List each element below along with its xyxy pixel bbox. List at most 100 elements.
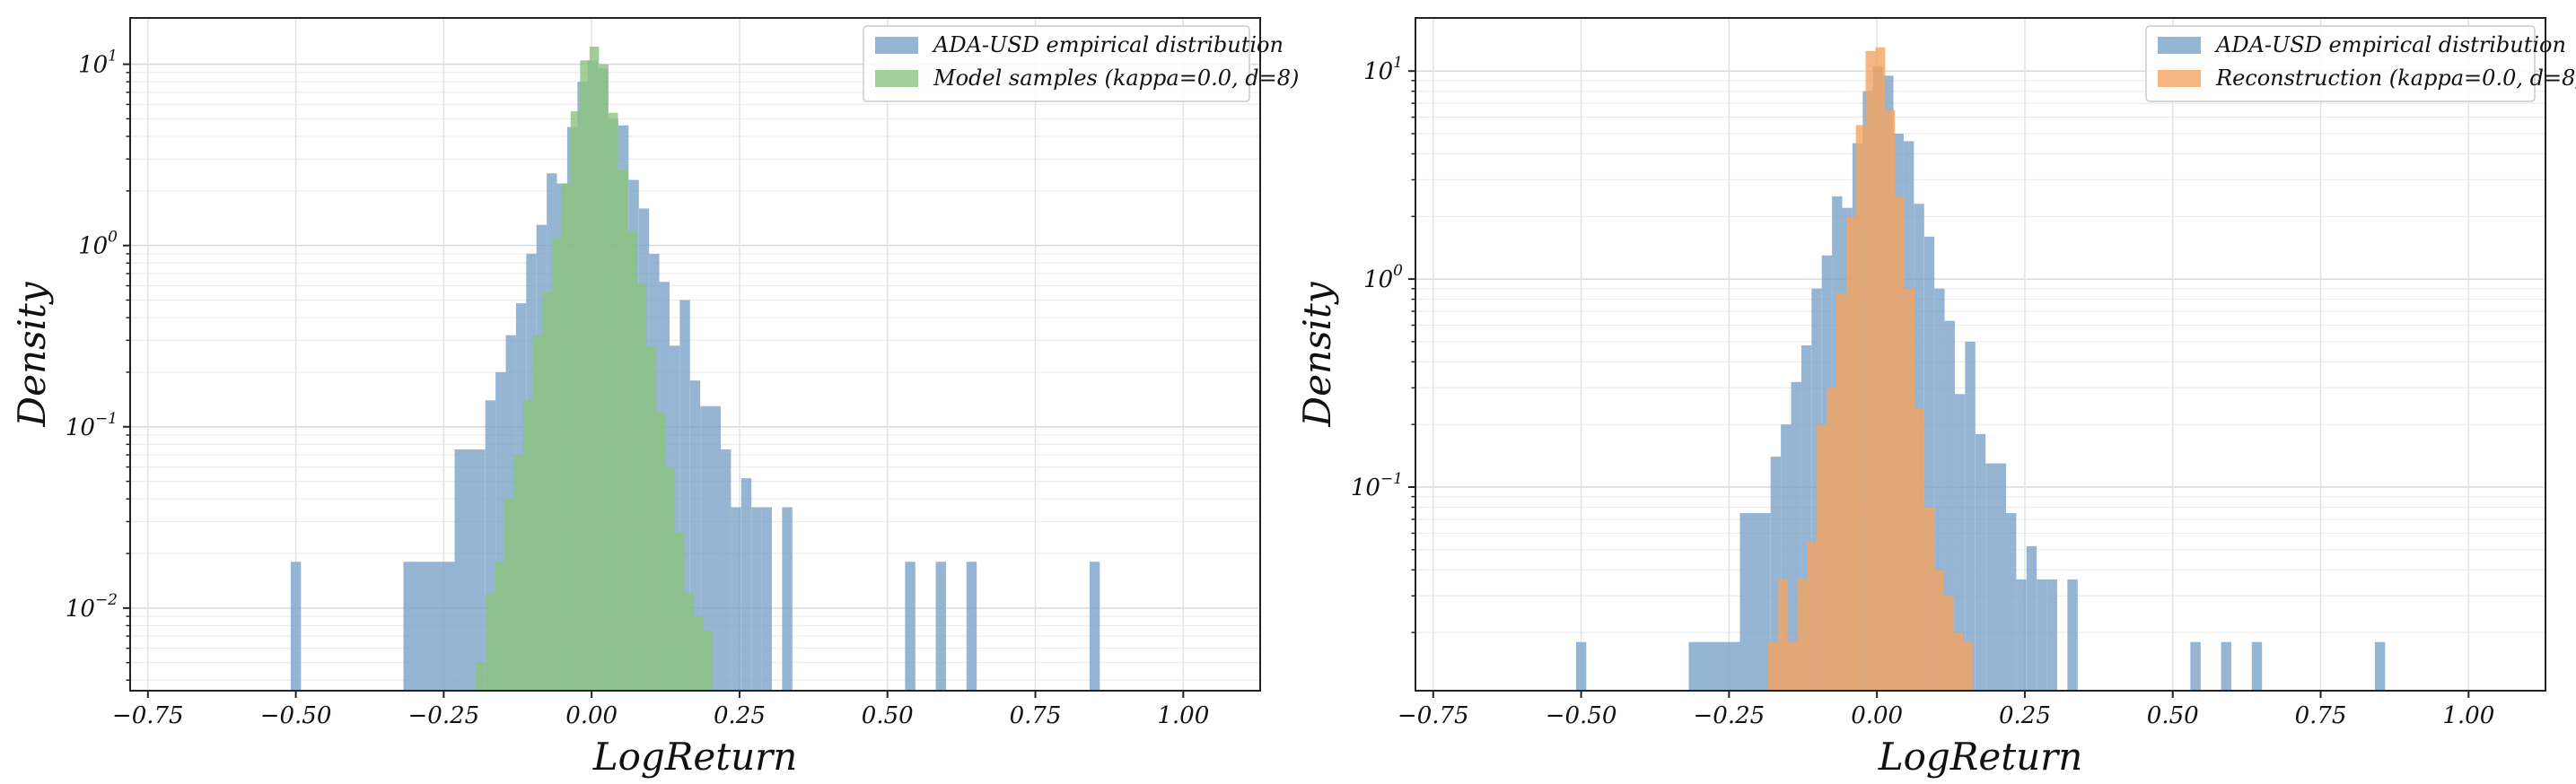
x-tick-label: −0.50 bbox=[1546, 702, 1617, 729]
histogram-bar bbox=[618, 170, 628, 691]
histogram-bar bbox=[1770, 457, 1782, 691]
x-tick-label: 1.00 bbox=[2442, 702, 2494, 729]
histogram-bar bbox=[1807, 541, 1818, 691]
legend-label: Reconstruction (kappa=0.0, d=8) bbox=[2215, 65, 2576, 91]
chart-panel-1: −0.75 −0.50 −0.25 0.00 0.25 0.50 0.75 1.00 101 10… bbox=[10, 17, 1299, 779]
histogram-bar bbox=[1767, 641, 1778, 691]
legend: ADA-USD empirical distribution Reconstruc… bbox=[2145, 25, 2576, 102]
histogram-bar bbox=[782, 507, 793, 691]
histogram-bar bbox=[740, 478, 752, 691]
histogram-bar bbox=[2005, 512, 2017, 691]
histogram-bar bbox=[935, 562, 946, 691]
histogram-bar bbox=[636, 283, 647, 691]
bars bbox=[1575, 47, 2386, 691]
histogram-bar bbox=[1923, 236, 1935, 691]
histogram-bar bbox=[700, 405, 721, 691]
histogram-bar bbox=[1954, 394, 1966, 691]
legend-label: ADA-USD empirical distribution bbox=[2214, 32, 2566, 57]
histogram-bar bbox=[570, 111, 581, 691]
histogram-bar bbox=[693, 616, 704, 691]
histogram-bar bbox=[1965, 341, 1976, 691]
histogram-bar bbox=[2190, 641, 2201, 691]
histogram-bar bbox=[905, 562, 916, 691]
histogram-bar bbox=[720, 449, 732, 691]
histogram-bar bbox=[523, 400, 533, 691]
histogram-bar bbox=[1905, 288, 1915, 691]
histogram-bar bbox=[1777, 579, 1788, 691]
x-tick-label: 0.25 bbox=[1999, 702, 2051, 729]
histogram-bar bbox=[1855, 125, 1866, 691]
histogram-bar bbox=[561, 183, 571, 691]
histogram-bar bbox=[485, 593, 495, 691]
histogram-bar bbox=[1787, 641, 1798, 691]
histogram-bar bbox=[1943, 596, 1954, 691]
histogram-bar bbox=[513, 455, 524, 691]
histogram-bar bbox=[2374, 641, 2386, 691]
histogram-bar bbox=[1914, 407, 1924, 691]
x-axis-label: LogReturn bbox=[592, 735, 798, 779]
histogram-bar bbox=[655, 412, 666, 691]
histogram-bar bbox=[679, 300, 690, 691]
histogram-bar bbox=[2221, 641, 2231, 691]
histogram-bar bbox=[1934, 288, 1945, 691]
histogram-bar bbox=[1895, 196, 1906, 691]
y-tick-label: 10−1 bbox=[1351, 470, 1403, 501]
histogram-bar bbox=[1836, 293, 1846, 691]
histogram-bar bbox=[599, 64, 609, 691]
histogram-bar bbox=[684, 593, 694, 691]
histogram-bar bbox=[1801, 345, 1812, 691]
x-tick-label: 0.00 bbox=[565, 702, 618, 729]
histogram-bar bbox=[1963, 641, 1974, 691]
legend-swatch bbox=[2158, 70, 2201, 87]
histogram-bar bbox=[1944, 320, 1955, 691]
legend-box bbox=[2145, 25, 2536, 102]
histogram-bar bbox=[290, 562, 302, 691]
y-tick-label: 10−1 bbox=[66, 410, 118, 441]
legend: ADA-USD empirical distribution Model samp… bbox=[863, 25, 1299, 102]
x-tick-label: −0.50 bbox=[260, 702, 332, 729]
bars bbox=[290, 47, 1100, 691]
x-tick-label: 0.75 bbox=[2295, 702, 2347, 729]
histogram-bar bbox=[665, 466, 675, 691]
histogram-bar bbox=[1865, 50, 1876, 691]
histogram-bar bbox=[966, 562, 977, 691]
axes-frame bbox=[1415, 17, 2546, 692]
histogram-bar bbox=[2046, 579, 2057, 691]
histogram-bar bbox=[1688, 641, 1740, 691]
legend-swatch bbox=[875, 70, 918, 87]
histogram-bar bbox=[2016, 579, 2027, 691]
histogram-bar bbox=[1811, 288, 1822, 691]
histogram-bar bbox=[1575, 641, 1587, 691]
series-2 bbox=[476, 47, 713, 691]
histogram-bar bbox=[2026, 545, 2037, 691]
histogram-bar bbox=[542, 292, 552, 691]
histogram-bar bbox=[1089, 562, 1100, 691]
histogram-bar bbox=[1885, 109, 1896, 691]
y-tick-label: 10−2 bbox=[66, 591, 118, 623]
x-tick-label: 0.75 bbox=[1010, 702, 1062, 729]
histogram-bar bbox=[1985, 463, 2006, 691]
histogram-bar bbox=[689, 380, 701, 691]
x-tick-label: −0.75 bbox=[112, 702, 184, 729]
x-tick-label: 0.25 bbox=[714, 702, 766, 729]
histogram-bar bbox=[1797, 579, 1808, 691]
histogram-bar bbox=[2037, 579, 2047, 691]
legend-swatch bbox=[875, 37, 918, 54]
histogram-bar bbox=[1845, 216, 1856, 691]
histogram-bar bbox=[1933, 570, 1944, 691]
histogram-bar bbox=[476, 662, 486, 691]
histogram-bar bbox=[674, 532, 685, 691]
y-tick-label: 101 bbox=[78, 48, 118, 79]
histogram-bar bbox=[1791, 381, 1801, 691]
histogram-bar bbox=[551, 238, 562, 691]
histogram-bar bbox=[1975, 433, 1986, 691]
histogram-bar bbox=[495, 371, 506, 691]
x-tick-label: −0.25 bbox=[1694, 702, 1766, 729]
histogram-bar bbox=[1953, 632, 1964, 691]
histogram-bar bbox=[627, 231, 637, 691]
histogram-bar bbox=[580, 60, 590, 691]
histogram-bar bbox=[751, 507, 762, 691]
x-tick-label: 0.50 bbox=[862, 702, 914, 729]
y-tick-label: 100 bbox=[1363, 262, 1403, 293]
y-axis-label: Density bbox=[10, 281, 54, 427]
